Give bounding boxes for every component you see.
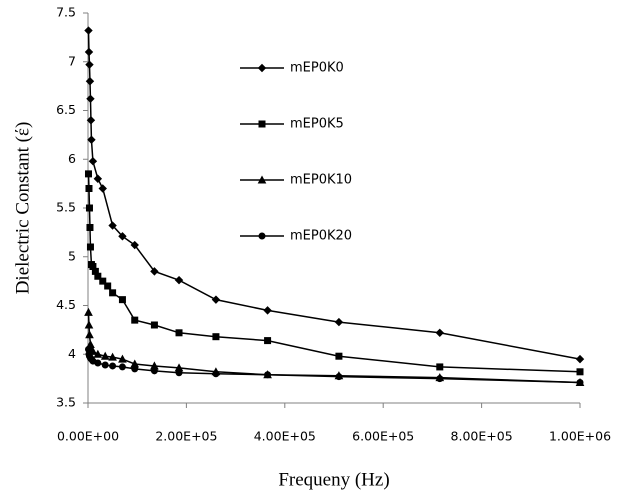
marker (84, 320, 94, 329)
marker (118, 232, 127, 241)
marker (335, 373, 343, 381)
marker (85, 77, 95, 86)
marker (150, 267, 159, 276)
marker (263, 306, 272, 315)
marker (108, 221, 117, 230)
marker (85, 330, 94, 339)
marker (85, 185, 93, 192)
marker (175, 329, 183, 337)
y-tick-label: 7 (68, 53, 76, 68)
marker (576, 368, 584, 376)
x-tick-label: 8.00E+05 (451, 429, 513, 444)
y-tick-label: 7.5 (56, 5, 76, 20)
marker (93, 349, 103, 358)
marker (258, 120, 266, 128)
series-line (87, 173, 581, 373)
marker (94, 272, 102, 280)
marker (86, 243, 94, 251)
marker (258, 232, 266, 240)
marker (109, 289, 117, 297)
marker (118, 296, 126, 304)
legend-label: mEP0K10 (290, 173, 352, 188)
marker (98, 184, 107, 193)
marker (150, 321, 158, 329)
marker (118, 363, 126, 371)
marker (99, 277, 107, 285)
marker (100, 351, 110, 360)
marker (334, 317, 344, 327)
marker (101, 361, 109, 369)
marker (86, 94, 95, 104)
marker (85, 60, 94, 69)
marker (175, 369, 183, 377)
marker (257, 175, 267, 184)
marker (109, 362, 117, 370)
marker (84, 170, 92, 178)
marker (94, 359, 102, 367)
x-tick-label: 6.00E+05 (352, 429, 414, 444)
marker (118, 354, 127, 363)
x-tick-label: 4.00E+05 (254, 429, 316, 444)
y-tick-label: 4 (68, 346, 76, 361)
x-tick-label: 2.00E+05 (155, 429, 217, 444)
marker (104, 282, 112, 290)
marker (85, 204, 93, 212)
x-axis-title: Frequeny (Hz) (278, 469, 389, 490)
marker (84, 47, 94, 57)
marker (93, 174, 103, 183)
marker (87, 135, 96, 144)
marker (436, 375, 444, 383)
y-axis-title: Dielectric Constant (έ) (12, 122, 33, 295)
x-tick-label: 1.00E+06 (549, 429, 611, 444)
legend-label: mEP0K20 (290, 229, 352, 244)
marker (576, 379, 584, 387)
marker (108, 352, 117, 361)
y-tick-label: 4.5 (56, 297, 76, 312)
marker (130, 240, 139, 250)
marker (436, 363, 444, 371)
legend-label: mEP0K5 (290, 117, 344, 132)
marker (131, 365, 139, 373)
marker (335, 352, 343, 360)
marker (264, 371, 272, 379)
marker (174, 275, 184, 285)
y-tick-label: 6.5 (56, 102, 76, 117)
marker (88, 156, 98, 166)
marker (212, 370, 220, 378)
marker (575, 354, 585, 364)
y-tick-label: 5.5 (56, 200, 76, 215)
series-line (87, 30, 581, 360)
marker (86, 116, 96, 125)
marker (150, 367, 158, 375)
marker (264, 337, 272, 345)
marker (86, 224, 94, 231)
marker (211, 295, 221, 304)
y-tick-label: 3.5 (56, 395, 76, 410)
marker (84, 307, 93, 316)
marker (131, 316, 139, 324)
y-tick-label: 6 (68, 151, 76, 166)
legend-label: mEP0K0 (290, 61, 344, 76)
marker (257, 63, 267, 73)
marker (84, 26, 93, 35)
marker (212, 333, 220, 341)
x-tick-label: 0.00E+00 (57, 429, 119, 444)
y-tick-label: 5 (68, 248, 76, 263)
marker (435, 328, 444, 338)
